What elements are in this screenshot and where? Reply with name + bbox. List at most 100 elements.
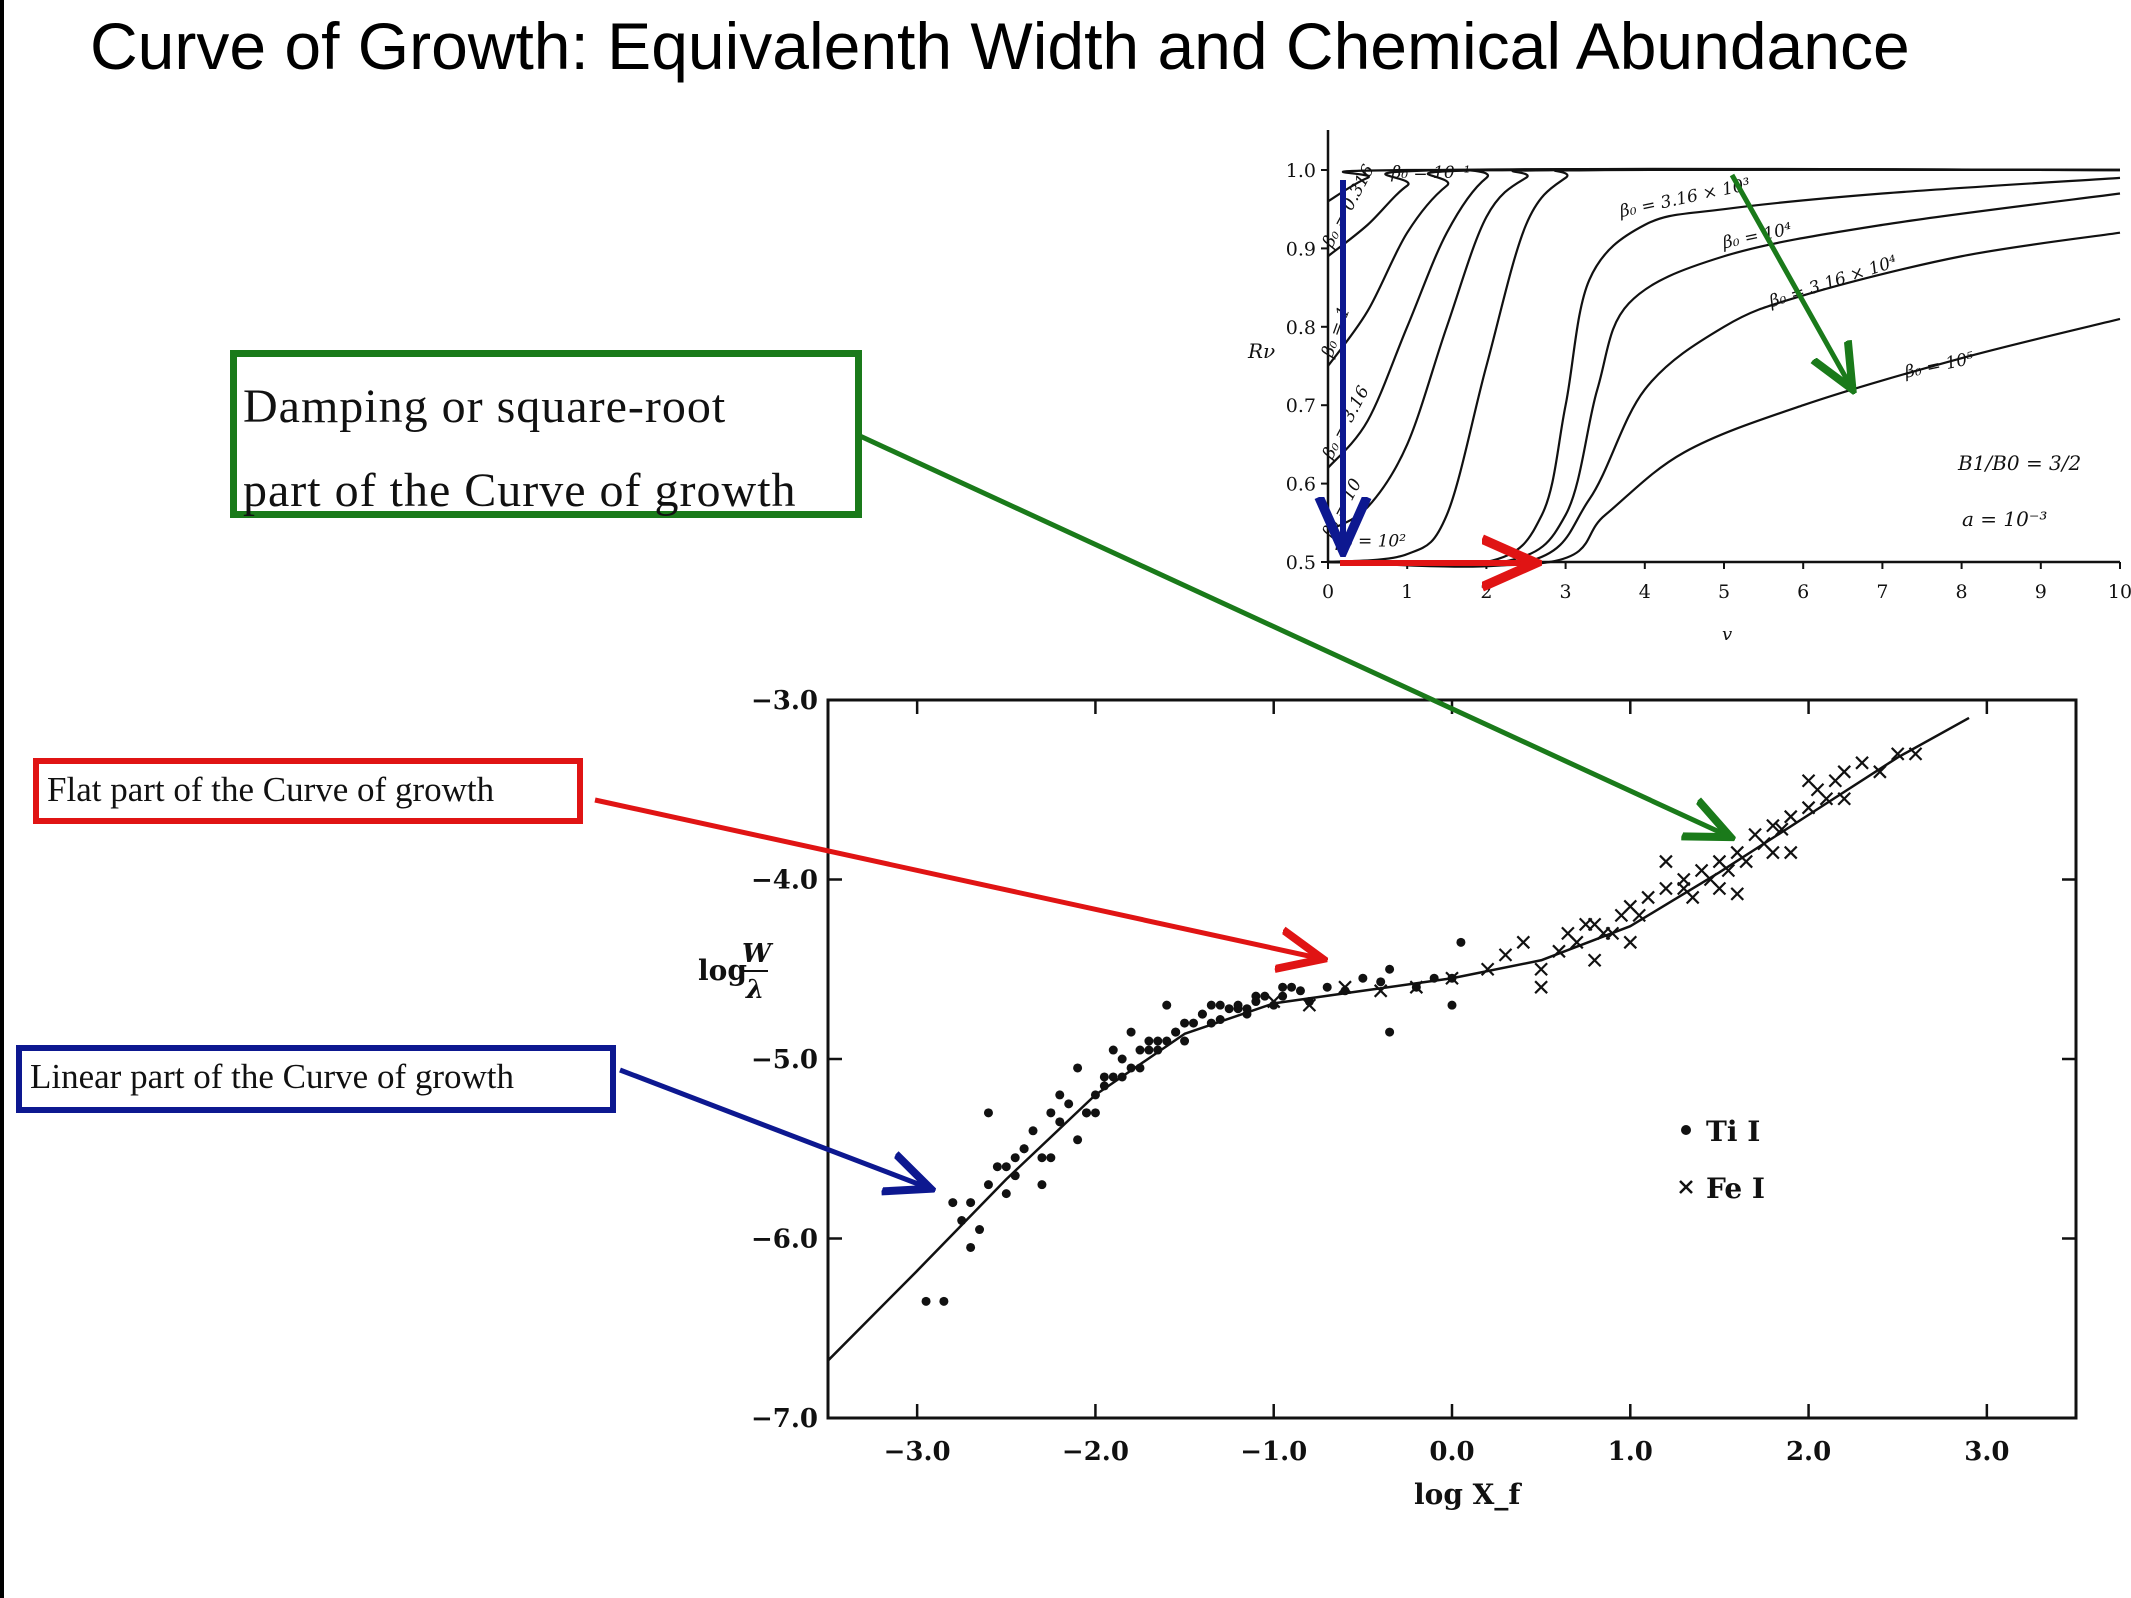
fe-data-point <box>1783 809 1798 824</box>
slide-edge-bar <box>0 0 4 1598</box>
ti-data-point <box>1001 1162 1011 1172</box>
fe-data-point <box>1908 747 1923 761</box>
ti-data-point <box>1295 986 1305 996</box>
top-y-tick-label: 0.7 <box>1286 395 1316 417</box>
ti-data-point <box>1037 1153 1047 1163</box>
top-chart-x-label: v <box>1722 624 1732 645</box>
fe-data-point <box>1587 953 1602 968</box>
ti-data-point <box>1144 1045 1154 1055</box>
top-x-tick-label: 0 <box>1322 581 1334 603</box>
top-x-tick-label: 3 <box>1560 581 1572 603</box>
fe-data-point <box>1819 791 1834 806</box>
ti-data-point <box>1144 1036 1154 1046</box>
ti-data-point <box>1197 1009 1207 1019</box>
ti-data-point <box>1260 991 1270 1001</box>
ti-data-point <box>1153 1045 1163 1055</box>
linear-callout: Linear part of the Curve of growth <box>16 1045 616 1113</box>
ti-data-point <box>1171 1027 1181 1037</box>
ti-data-point <box>1358 973 1368 983</box>
ti-data-point <box>1028 1126 1038 1136</box>
fe-data-point <box>1409 980 1424 994</box>
damping-callout-arrow <box>858 433 1726 835</box>
ti-data-point <box>992 1162 1002 1172</box>
fe-data-point <box>1302 998 1317 1012</box>
flat-callout: Flat part of the Curve of growth <box>33 758 583 824</box>
ti-data-point <box>1055 1090 1065 1100</box>
ti-data-point <box>975 1225 985 1235</box>
bottom-y-tick-label: −5.0 <box>751 1045 818 1075</box>
ti-data-point <box>1180 1018 1190 1028</box>
bottom-y-tick-label: −3.0 <box>751 686 818 716</box>
top-curve-label: β₀ = 3.16 × 10⁴ <box>1766 252 1900 313</box>
ti-data-point <box>1073 1135 1083 1145</box>
fe-data-point <box>1570 935 1584 950</box>
bottom-y-label-numerator: W <box>742 939 774 969</box>
ti-data-point <box>1108 1045 1118 1055</box>
top-curve-label: β₀ = 3.16 × 10³ <box>1617 175 1752 222</box>
damping-callout-line1: Damping or square-root <box>243 380 727 433</box>
ti-data-point <box>1117 1054 1127 1064</box>
ti-data-point <box>1010 1171 1020 1181</box>
fe-data-point <box>1623 935 1638 950</box>
top-x-tick-label: 2 <box>1480 581 1492 603</box>
ti-data-point <box>1224 1004 1234 1014</box>
fe-data-point <box>1632 908 1646 923</box>
fe-data-point <box>1338 980 1352 994</box>
ti-data-point <box>1073 1063 1083 1073</box>
ti-data-point <box>1206 1000 1216 1010</box>
ti-data-point <box>1162 1000 1172 1010</box>
fe-data-point <box>1837 791 1852 806</box>
ti-data-point <box>966 1242 976 1252</box>
bottom-y-label-denominator: λ <box>745 975 764 1005</box>
bottom-chart-legend: Ti I Fe I <box>1679 1115 1765 1205</box>
fe-data-point <box>1445 971 1459 986</box>
ti-data-point <box>1001 1189 1011 1199</box>
ti-data-point <box>983 1180 993 1190</box>
ti-data-point <box>1055 1117 1065 1127</box>
fe-data-point <box>1783 845 1798 860</box>
ti-data-point <box>1064 1099 1074 1109</box>
ti-data-point <box>1188 1018 1198 1028</box>
bottom-x-tick-label: −1.0 <box>1240 1437 1307 1467</box>
ti-data-point <box>1385 964 1395 974</box>
legend-dot-marker <box>1681 1125 1691 1135</box>
legend-cross-marker <box>1679 1180 1693 1194</box>
ti-data-point <box>1429 973 1439 983</box>
ti-data-point <box>1090 1108 1100 1118</box>
bottom-y-tick-label: −7.0 <box>751 1404 818 1434</box>
fe-data-point <box>1721 863 1736 878</box>
bottom-y-tick-label: −4.0 <box>751 866 818 896</box>
fe-data-point <box>1552 944 1566 959</box>
bottom-chart-frame <box>826 698 2078 1420</box>
top-x-tick-label: 7 <box>1876 581 1888 603</box>
ti-data-point <box>1376 977 1386 987</box>
top-x-tick-label: 1 <box>1401 581 1413 603</box>
ti-data-point <box>1206 1018 1216 1028</box>
slide-title: Curve of Growth: Equivalenth Width and C… <box>90 9 1910 83</box>
ti-data-point <box>1233 1004 1243 1014</box>
top-y-tick-label: 1.0 <box>1286 160 1316 182</box>
top-x-tick-label: 5 <box>1718 581 1730 603</box>
ti-data-point <box>1099 1081 1109 1091</box>
fe-data-point <box>1659 881 1673 896</box>
ti-data-point <box>1117 1072 1127 1082</box>
ti-data-point <box>1046 1108 1056 1118</box>
fe-data-point <box>1766 845 1780 860</box>
bottom-x-tick-label: −3.0 <box>884 1437 951 1467</box>
fit-curve <box>827 716 1970 1362</box>
ti-data-point <box>1010 1153 1020 1163</box>
fe-data-point <box>1855 756 1869 770</box>
bottom-x-tick-label: 2.0 <box>1786 1437 1831 1467</box>
damping-callout: Damping or square-root part of the Curve… <box>230 350 862 518</box>
bottom-chart-x-label: log X_f <box>1414 1478 1522 1511</box>
bottom-x-tick-label: 0.0 <box>1429 1437 1474 1467</box>
ti-data-point <box>1447 1000 1457 1010</box>
bottom-y-tick-label: −6.0 <box>751 1225 818 1255</box>
ti-data-point <box>939 1296 949 1306</box>
ti-data-point <box>957 1216 967 1226</box>
fe-data-point <box>1837 765 1852 779</box>
ti-data-point <box>1046 1153 1056 1163</box>
top-chart-y-label: Rν <box>1247 339 1275 363</box>
fe-data-point <box>1676 881 1691 896</box>
ti-data-point <box>1037 1180 1047 1190</box>
